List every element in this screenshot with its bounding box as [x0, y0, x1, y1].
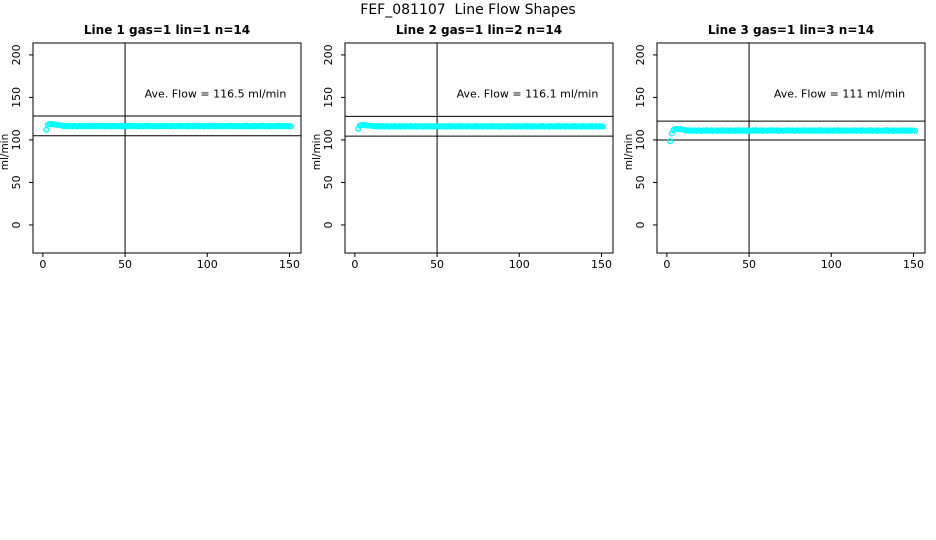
y-tick-label: 200 [10, 44, 23, 65]
flow-chart-line-3: Line 3 gas=1 lin=3 n=14 0 50 100 150 0 50 100 1… [624, 23, 926, 271]
panel-title: Line 2 gas=1 lin=2 n=14 [396, 23, 562, 37]
x-tick-label: 50 [742, 258, 756, 271]
y-tick-label: 50 [322, 175, 335, 189]
x-tick-label: 0 [663, 258, 670, 271]
y-tick-label: 50 [10, 175, 23, 189]
ave-flow-annotation: Ave. Flow = 116.1 ml/min [457, 87, 599, 100]
x-tick-label: 50 [118, 258, 132, 271]
figure-title: FEF_081107 Line Flow Shapes [360, 2, 576, 18]
data-points [43, 120, 295, 133]
y-axis-label: ml/min [0, 134, 11, 170]
flow-panel-line-3: Line 3 gas=1 lin=3 n=14 0 50 100 150 0 50 100 1… [624, 20, 936, 280]
y-tick-label: 200 [322, 44, 335, 65]
y-tick-label: 0 [322, 221, 335, 228]
data-point [667, 138, 674, 145]
x-tick-label: 150 [279, 258, 300, 271]
flow-panel-line-2: Line 2 gas=1 lin=2 n=14 0 50 100 150 0 50 100 1… [312, 20, 624, 280]
y-tick-label: 100 [322, 129, 335, 150]
y-axis-label: ml/min [624, 134, 635, 170]
data-point [600, 123, 607, 130]
y-tick-label: 150 [634, 87, 647, 108]
x-tick-label: 0 [351, 258, 358, 271]
ave-flow-annotation: Ave. Flow = 116.5 ml/min [145, 87, 287, 100]
data-points [667, 125, 919, 145]
x-tick-label: 100 [821, 258, 842, 271]
plot-area: 0 50 100 150 0 50 100 150 200 ml/min Ave. Flow = 1… [0, 42, 302, 271]
data-points [355, 121, 607, 132]
x-tick-label: 100 [509, 258, 530, 271]
data-point [912, 127, 919, 134]
flow-chart-line-1: Line 1 gas=1 lin=1 n=14 0 50 100 150 0 50 100 1… [0, 23, 302, 271]
plot-box [656, 42, 926, 254]
plot-area: 0 50 100 150 0 50 100 150 200 ml/min Ave. Flow = 1… [312, 42, 614, 271]
flow-panel-line-1: Line 1 gas=1 lin=1 n=14 0 50 100 150 0 50 100 1… [0, 20, 312, 280]
plot-box [344, 42, 614, 254]
y-tick-label: 150 [322, 87, 335, 108]
panel-title: Line 3 gas=1 lin=3 n=14 [708, 23, 874, 37]
x-tick-label: 50 [430, 258, 444, 271]
flow-chart-line-2: Line 2 gas=1 lin=2 n=14 0 50 100 150 0 50 100 1… [312, 23, 614, 271]
y-tick-label: 0 [10, 221, 23, 228]
y-tick-label: 150 [10, 87, 23, 108]
data-point [43, 126, 50, 133]
ave-flow-annotation: Ave. Flow = 111 ml/min [774, 87, 905, 100]
y-tick-label: 200 [634, 44, 647, 65]
y-tick-label: 100 [10, 129, 23, 150]
plot-area: 0 50 100 150 0 50 100 150 200 ml/min Ave. Flow = 1… [624, 42, 926, 271]
x-tick-label: 100 [197, 258, 218, 271]
panels-row: Line 1 gas=1 lin=1 n=14 0 50 100 150 0 50 100 1… [0, 20, 936, 280]
y-tick-label: 50 [634, 175, 647, 189]
y-axis-label: ml/min [312, 134, 323, 170]
x-tick-label: 150 [903, 258, 924, 271]
data-point [288, 123, 295, 130]
y-tick-label: 0 [634, 221, 647, 228]
x-tick-label: 150 [591, 258, 612, 271]
y-tick-label: 100 [634, 129, 647, 150]
x-tick-label: 0 [39, 258, 46, 271]
panel-title: Line 1 gas=1 lin=1 n=14 [84, 23, 250, 37]
plot-box [32, 42, 302, 254]
